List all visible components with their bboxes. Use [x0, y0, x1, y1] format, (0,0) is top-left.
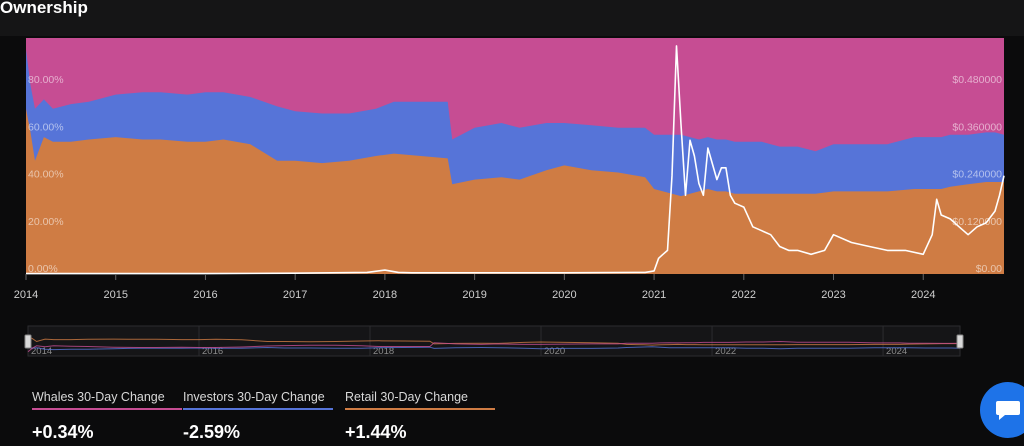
right-axis: $0.00 $0.120000 $0.240000 $0.360000 $0.48000…	[952, 74, 1002, 275]
investors-change-value: -2.59%	[183, 422, 241, 442]
navigator-series-line	[27, 346, 961, 351]
retail-area	[26, 108, 1004, 274]
plot-area	[0, 36, 1024, 304]
price-line	[26, 45, 1005, 275]
retail-change-label: Retail 30-Day Change	[345, 390, 495, 410]
navigator-tick-label: 2018	[373, 346, 394, 357]
right-tick-label: $0.00	[976, 263, 1002, 275]
right-tick-label: $0.480000	[952, 74, 1002, 86]
left-tick-label: 40.00%	[28, 169, 64, 181]
x-tick-label: 2017	[283, 289, 307, 301]
header-bar: Ownership	[0, 0, 1024, 36]
x-tick-label: 2024	[911, 289, 935, 301]
x-axis: 2014 2015 2016 2017 2018 2019 2020 2021 2022 2023…	[14, 274, 935, 301]
ownership-chart: 0.00% 20.00% 40.00% 60.00% 80.00% $0.00 $0.12…	[0, 36, 1024, 304]
whales-change-label: Whales 30-Day Change	[32, 390, 182, 410]
navigator-series-line	[27, 335, 960, 346]
retail-change-value: +1.44%	[345, 422, 407, 442]
x-tick-label: 2015	[103, 289, 127, 301]
x-tick-label: 2014	[14, 289, 38, 301]
investors-stat: Investors 30-Day Change -2.59%	[183, 390, 333, 443]
navigator-handle[interactable]	[956, 334, 964, 349]
chat-bubble-icon	[996, 401, 1020, 420]
navigator-track: 2014 2016 2018 2020 2022 2024	[24, 325, 964, 357]
investors-change-label: Investors 30-Day Change	[183, 390, 333, 410]
x-tick-label: 2016	[193, 289, 217, 301]
navigator-tick-label: 2020	[544, 346, 565, 357]
whales-change-value: +0.34%	[32, 422, 94, 442]
left-tick-label: 20.00%	[28, 216, 64, 228]
right-tick-label: $0.120000	[952, 216, 1002, 228]
right-tick-label: $0.360000	[952, 121, 1002, 133]
navigator-tick-label: 2016	[202, 346, 223, 357]
navigator-tick-label: 2014	[31, 346, 52, 357]
range-navigator[interactable]: 2014 2016 2018 2020 2022 2024	[0, 322, 1024, 360]
navigator-handle[interactable]	[24, 334, 32, 349]
x-tick-label: 2020	[552, 289, 576, 301]
page-title: Ownership	[0, 0, 88, 17]
left-tick-label: 60.00%	[28, 121, 64, 133]
x-tick-label: 2022	[732, 289, 756, 301]
navigator-window	[27, 325, 961, 357]
left-tick-label: 0.00%	[28, 263, 58, 275]
x-tick-label: 2018	[373, 289, 397, 301]
chat-button[interactable]	[980, 382, 1024, 438]
navigator-tick-label: 2022	[715, 346, 736, 357]
right-tick-label: $0.240000	[952, 169, 1002, 181]
navigator-tick-label: 2024	[886, 346, 907, 357]
navigator-series-line	[27, 340, 961, 353]
retail-stat: Retail 30-Day Change +1.44%	[345, 390, 495, 443]
left-tick-label: 80.00%	[28, 74, 64, 86]
x-tick-label: 2023	[821, 289, 845, 301]
x-tick-label: 2019	[462, 289, 486, 301]
whales-stat: Whales 30-Day Change +0.34%	[32, 390, 182, 443]
left-axis: 0.00% 20.00% 40.00% 60.00% 80.00%	[28, 74, 64, 275]
x-tick-label: 2021	[642, 289, 666, 301]
